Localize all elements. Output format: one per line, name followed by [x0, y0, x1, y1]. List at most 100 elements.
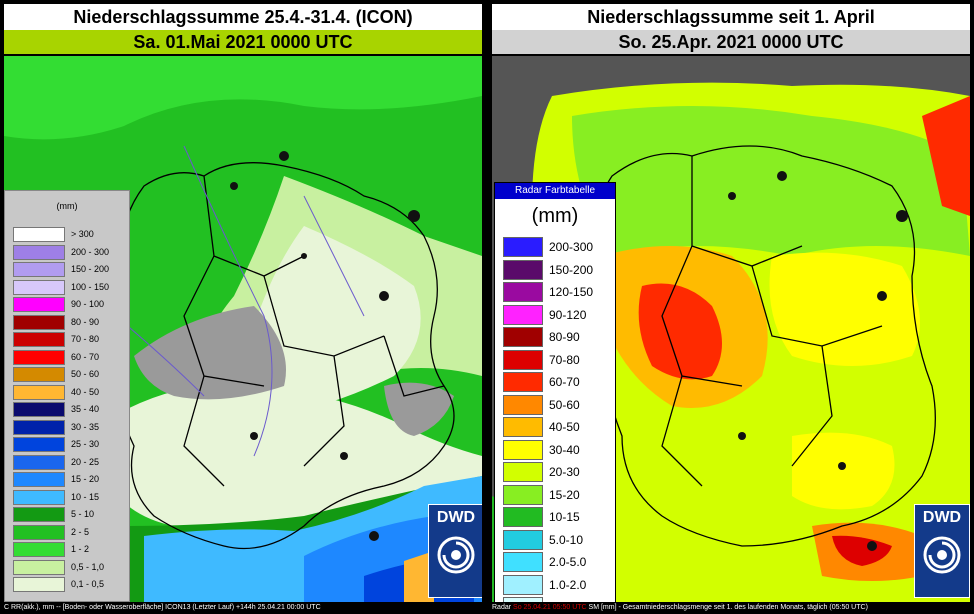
right-legend-label: 150-200: [549, 262, 594, 277]
left-legend-label: 5 - 10: [71, 509, 95, 519]
right-legend-label: 20-30: [549, 465, 580, 479]
left-legend-swatch: [13, 524, 65, 540]
left-legend-label: 15 - 20: [71, 474, 100, 484]
left-legend-row: 5 - 10: [13, 507, 123, 522]
right-legend-row: 40-50: [503, 417, 613, 437]
left-legend-swatch: [13, 419, 65, 435]
left-legend-label: 150 - 200: [71, 264, 110, 274]
right-legend-swatch: [503, 304, 543, 325]
right-legend-row: 15-20: [503, 484, 613, 505]
left-legend-label: 70 - 80: [71, 334, 100, 344]
right-legend-swatch: [503, 439, 543, 460]
right-legend-row: 200-300: [503, 237, 613, 257]
right-footer-prefix: Radar: [492, 604, 512, 611]
right-legend-label: 50-60: [549, 397, 580, 412]
right-legend-swatch: [503, 484, 543, 505]
right-footer-text: SM [mm] - Gesamtniederschlagsmenge seit …: [588, 604, 868, 611]
right-legend-label: 10-15: [549, 510, 580, 524]
left-legend-row: 0,1 - 0,5: [13, 577, 123, 592]
left-legend-swatch: [13, 244, 65, 260]
right-legend-row: 80-90: [503, 327, 613, 347]
right-legend-row: 1.0-2.0: [503, 574, 613, 595]
left-legend-label: 50 - 60: [71, 369, 100, 379]
right-legend-swatch: [503, 394, 543, 415]
left-legend-label: 100 - 150: [71, 281, 110, 292]
left-legend-swatch: [13, 542, 65, 557]
left-legend-row: 90 - 100: [13, 297, 123, 312]
right-legend-swatch: [503, 327, 543, 347]
left-legend-row: 30 - 35: [13, 419, 123, 435]
left-legend-label: 1 - 2: [71, 544, 90, 554]
right-legend-row: 150-200: [503, 259, 613, 280]
left-legend-swatch: [13, 402, 65, 417]
right-legend-label: 0.1-1.0: [549, 600, 586, 602]
right-legend-swatch: [503, 237, 543, 257]
right-legend-swatch: [503, 597, 543, 602]
right-radar-map: Radar Farbtabelle (mm) 200-300 150-200 120…: [492, 56, 970, 602]
icon-forecast-panel: Niederschlagssumme 25.4.-31.4. (ICON) Sa…: [0, 0, 486, 614]
left-legend-row: 35 - 40: [13, 402, 123, 417]
right-legend-swatch: [503, 552, 543, 572]
left-legend-row: 150 - 200: [13, 262, 123, 277]
left-legend-label: 30 - 35: [71, 421, 100, 432]
left-legend-row: 60 - 70: [13, 349, 123, 365]
left-legend-row: 70 - 80: [13, 332, 123, 347]
right-legend-swatch: [503, 529, 543, 550]
right-legend-label: 15-20: [549, 487, 580, 502]
left-legend-row: 1 - 2: [13, 542, 123, 557]
left-legend-unit: (mm): [56, 201, 78, 211]
right-legend-row: 70-80: [503, 349, 613, 370]
left-legend-row: 20 - 25: [13, 454, 123, 470]
left-legend-swatch: [13, 367, 65, 382]
left-legend-row: 80 - 90: [13, 314, 123, 330]
left-subtitle: Sa. 01.Mai 2021 0000 UTC: [4, 30, 482, 54]
right-subtitle: So. 25.Apr. 2021 0000 UTC: [492, 30, 970, 54]
left-legend-row: 50 - 60: [13, 367, 123, 382]
right-legend-label: 60-70: [549, 375, 580, 389]
right-footer: Radar So 25.04.21 05:50 UTC SM [mm] - Ge…: [488, 602, 974, 614]
right-legend-row: 0.1-1.0: [503, 597, 613, 602]
right-legend-label: 80-90: [549, 330, 580, 344]
left-legend-row: 2 - 5: [13, 524, 123, 540]
left-legend-label: 80 - 90: [71, 316, 100, 327]
right-legend-label: 5.0-10: [549, 532, 584, 547]
left-legend-swatch: [13, 437, 65, 452]
right-legend-row: 30-40: [503, 439, 613, 460]
dwd-logo-text: DWD: [922, 509, 962, 526]
left-footer: C RR(akk.), mm -- [Boden- oder Wasserobe…: [0, 602, 486, 614]
right-legend-swatch: [503, 259, 543, 280]
right-legend-swatch: [503, 462, 543, 482]
dwd-swirl-icon: [437, 536, 475, 574]
right-legend-label: 90-120: [549, 307, 587, 322]
left-legend-swatch: [13, 472, 65, 487]
right-legend-swatch: [503, 282, 543, 302]
left-legend-label: 25 - 30: [71, 439, 100, 449]
right-legend-swatch: [503, 372, 543, 392]
left-legend-swatch: [13, 507, 65, 522]
left-legend-swatch: [13, 489, 65, 505]
left-legend-label: 2 - 5: [71, 526, 90, 537]
left-legend-row: 100 - 150: [13, 279, 123, 295]
right-legend-label: 1.0-2.0: [549, 577, 587, 592]
left-legend-row: 0,5 - 1,0: [13, 559, 123, 575]
right-legend-label: 2.0-5.0: [549, 555, 587, 569]
left-legend-row: 15 - 20: [13, 472, 123, 487]
right-legend-header: Radar Farbtabelle: [495, 183, 615, 199]
dwd-logo-left: DWD: [428, 504, 482, 598]
left-legend-swatch: [13, 454, 65, 470]
right-legend-row: 20-30: [503, 462, 613, 482]
right-legend-label: 200-300: [549, 240, 594, 254]
left-legend-swatch: [13, 349, 65, 365]
right-legend-row: 2.0-5.0: [503, 552, 613, 572]
left-legend-row: 200 - 300: [13, 244, 123, 260]
left-legend-label: 35 - 40: [71, 404, 100, 414]
left-legend: (mm) > 300 200 - 300 150 - 200 100 - 150 90 …: [4, 190, 130, 602]
right-title: Niederschlagssumme seit 1. April: [492, 4, 970, 30]
right-legend-row: 90-120: [503, 304, 613, 325]
left-legend-label: 0,5 - 1,0: [71, 561, 105, 572]
left-legend-label: > 300: [71, 229, 94, 239]
radar-panel: Niederschlagssumme seit 1. April So. 25.…: [488, 0, 974, 614]
dwd-logo-right: DWD: [914, 504, 970, 598]
left-title: Niederschlagssumme 25.4.-31.4. (ICON): [4, 4, 482, 30]
left-legend-label: 40 - 50: [71, 386, 100, 397]
